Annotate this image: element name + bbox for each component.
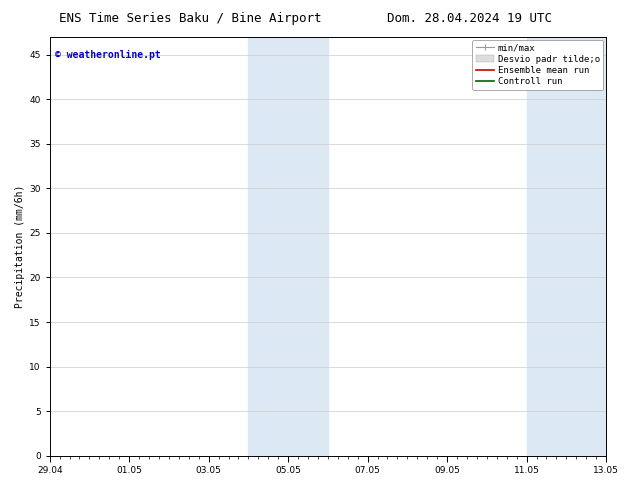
- Bar: [566, 37, 606, 456]
- Bar: [288, 37, 328, 456]
- Y-axis label: Precipitation (mm/6h): Precipitation (mm/6h): [15, 185, 25, 308]
- Bar: [249, 37, 288, 456]
- Text: Dom. 28.04.2024 19 UTC: Dom. 28.04.2024 19 UTC: [387, 12, 552, 25]
- Legend: min/max, Desvio padr tilde;o, Ensemble mean run, Controll run: min/max, Desvio padr tilde;o, Ensemble m…: [472, 40, 604, 90]
- Bar: [527, 37, 566, 456]
- Text: © weatheronline.pt: © weatheronline.pt: [55, 49, 161, 60]
- Text: ENS Time Series Baku / Bine Airport: ENS Time Series Baku / Bine Airport: [59, 12, 321, 25]
